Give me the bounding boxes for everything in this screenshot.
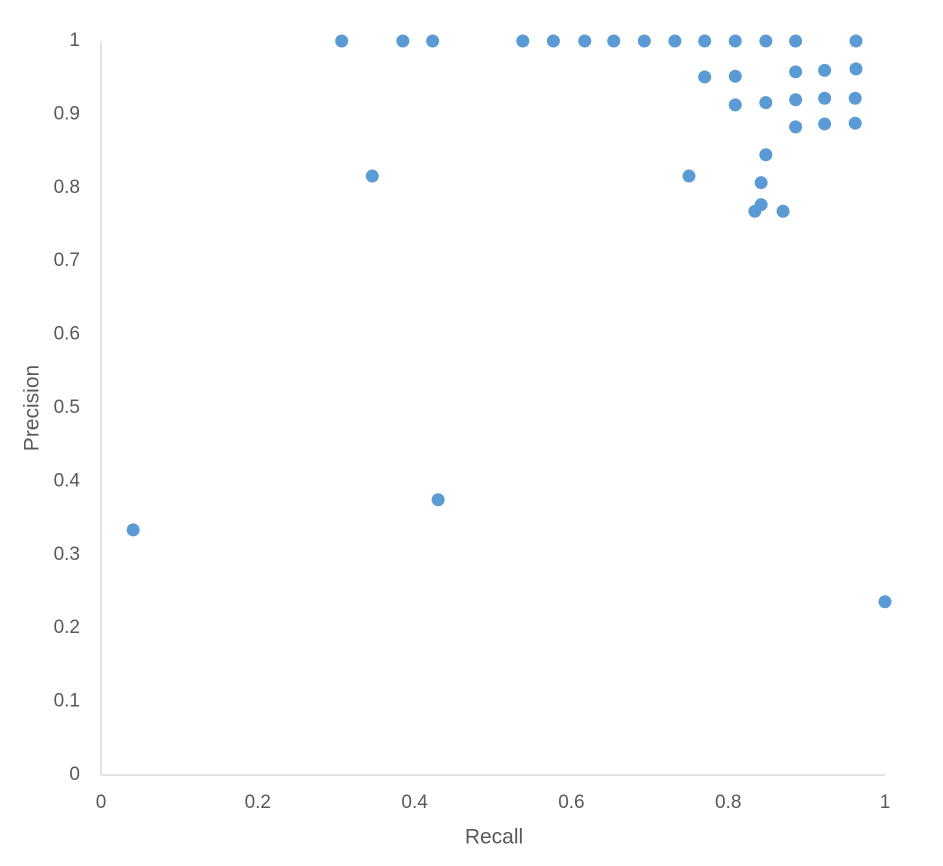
point bbox=[848, 116, 862, 130]
y-tick-label: 0.7 bbox=[54, 250, 80, 271]
point bbox=[789, 93, 803, 107]
point bbox=[848, 91, 862, 105]
point bbox=[728, 98, 742, 112]
point bbox=[335, 34, 349, 48]
point bbox=[637, 34, 651, 48]
point bbox=[759, 34, 773, 48]
point bbox=[789, 120, 803, 134]
point bbox=[754, 176, 768, 190]
point bbox=[728, 34, 742, 48]
y-axis-title: Precision bbox=[21, 365, 44, 451]
y-tick-label: 0.8 bbox=[54, 177, 80, 198]
point bbox=[396, 34, 410, 48]
y-tick-label: 0.3 bbox=[54, 544, 80, 565]
x-tick-label: 1 bbox=[880, 792, 891, 813]
y-tick-label: 0.1 bbox=[54, 691, 80, 712]
point bbox=[818, 91, 832, 105]
point bbox=[607, 34, 621, 48]
point bbox=[546, 34, 560, 48]
point bbox=[365, 169, 379, 183]
point bbox=[849, 62, 863, 76]
point bbox=[818, 117, 832, 131]
point bbox=[878, 595, 892, 609]
y-tick-label: 0.2 bbox=[54, 617, 80, 638]
point bbox=[759, 96, 773, 110]
point bbox=[789, 34, 803, 48]
point bbox=[789, 65, 803, 79]
point bbox=[426, 34, 440, 48]
x-tick-label: 0 bbox=[96, 792, 107, 813]
point bbox=[698, 34, 712, 48]
point bbox=[682, 169, 696, 183]
y-tick-label: 0.5 bbox=[54, 397, 80, 418]
point bbox=[776, 204, 790, 218]
point bbox=[578, 34, 592, 48]
point bbox=[849, 34, 863, 48]
y-tick-label: 0.6 bbox=[54, 324, 80, 345]
x-axis-title: Recall bbox=[465, 826, 523, 849]
x-tick-label: 0.8 bbox=[715, 792, 741, 813]
y-tick-label: 1 bbox=[69, 30, 80, 51]
point bbox=[668, 34, 682, 48]
x-tick-label: 0.6 bbox=[558, 792, 584, 813]
point bbox=[748, 204, 762, 218]
x-tick-label: 0.2 bbox=[245, 792, 271, 813]
y-tick-label: 0 bbox=[69, 764, 80, 785]
y-tick-label: 0.4 bbox=[54, 470, 81, 491]
x-tick-label: 0.4 bbox=[401, 792, 428, 813]
point bbox=[818, 63, 832, 77]
point bbox=[759, 148, 773, 162]
point bbox=[431, 493, 445, 507]
point bbox=[126, 523, 140, 537]
point bbox=[728, 69, 742, 83]
y-tick-label: 0.9 bbox=[54, 103, 80, 124]
point bbox=[698, 70, 712, 84]
point bbox=[516, 34, 530, 48]
